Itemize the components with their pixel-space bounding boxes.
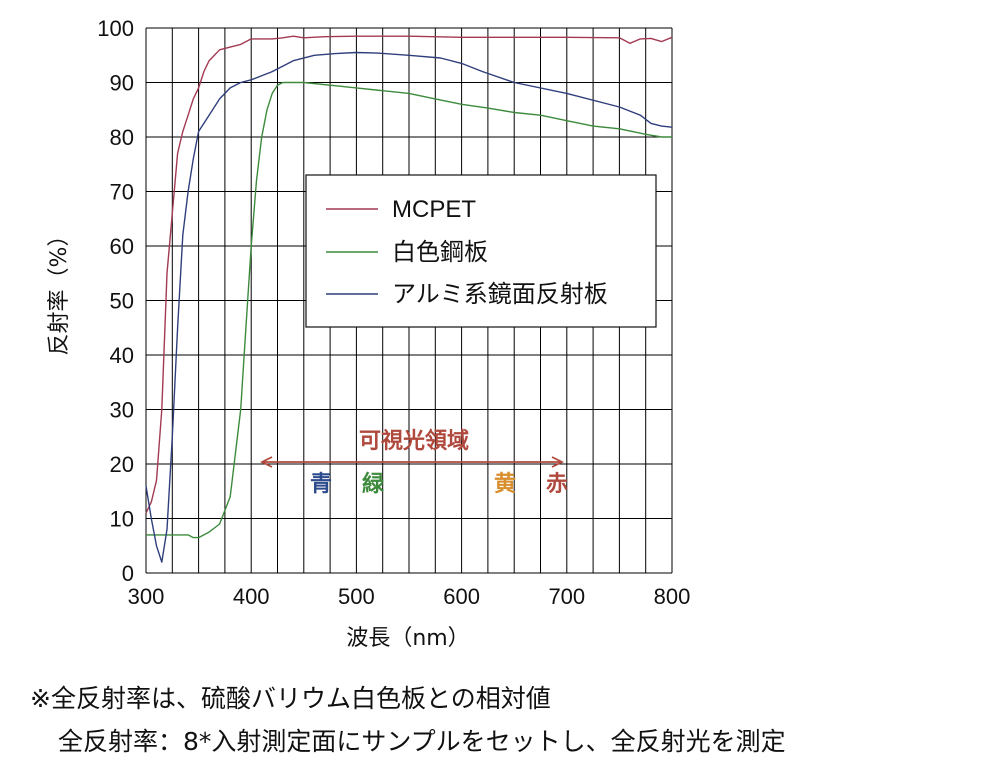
color-label-yellow: 黄 — [494, 472, 516, 497]
x-tick-label: 400 — [233, 584, 270, 609]
y-tick-label: 10 — [110, 507, 134, 532]
y-tick-label: 90 — [110, 71, 134, 96]
visible-light-annotation: 可視光領域 青 緑 黄 赤 — [259, 428, 568, 497]
y-tick-label: 50 — [110, 289, 134, 314]
x-tick-label: 300 — [128, 584, 165, 609]
legend: MCPET 白色鋼板 アルミ系鏡面反射板 — [305, 174, 657, 328]
x-axis-title: 波長（nm） — [346, 626, 469, 651]
arrow-right-icon — [551, 456, 565, 468]
y-tick-label: 40 — [110, 343, 134, 368]
legend-label-white-steel: 白色鋼板 — [392, 239, 488, 266]
y-axis-title: 反射率（%） — [47, 225, 72, 356]
x-tick-label: 600 — [443, 584, 480, 609]
legend-label-mcpet: MCPET — [392, 196, 476, 223]
y-tick-label: 100 — [97, 16, 134, 41]
x-tick-label: 500 — [338, 584, 375, 609]
footnote-measurement: 全反射率：8*入射測定面にサンプルをセットし、全反射光を測定 — [58, 727, 786, 756]
arrow-left-icon — [259, 456, 273, 468]
tick-labels: 300 400 500 600 700 800 0 10 20 30 40 50 60 70 80 90 100 — [97, 16, 690, 609]
reflectance-chart: 300 400 500 600 700 800 0 10 20 30 40 50 60 70 80 90 100… — [47, 16, 690, 651]
color-label-green: 緑 — [362, 471, 385, 497]
color-label-red: 赤 — [546, 472, 568, 497]
series-lines — [145, 35, 673, 563]
y-tick-label: 80 — [110, 125, 134, 150]
y-tick-label: 70 — [110, 180, 134, 205]
color-label-blue: 青 — [310, 472, 332, 497]
visible-light-label: 可視光領域 — [359, 428, 469, 454]
series-line-0 — [145, 35, 673, 514]
x-tick-label: 700 — [548, 584, 585, 609]
y-tick-label: 0 — [122, 561, 134, 586]
y-tick-label: 30 — [110, 398, 134, 423]
legend-label-aluminum: アルミ系鏡面反射板 — [392, 281, 608, 308]
y-tick-label: 20 — [110, 452, 134, 477]
footnote-relative: ※全反射率は、硫酸バリウム白色板との相対値 — [30, 684, 551, 713]
series-line-2 — [145, 51, 673, 563]
x-tick-label: 800 — [654, 584, 691, 609]
series-line-1 — [146, 81, 672, 539]
legend-box — [305, 174, 657, 328]
y-tick-label: 60 — [110, 234, 134, 259]
